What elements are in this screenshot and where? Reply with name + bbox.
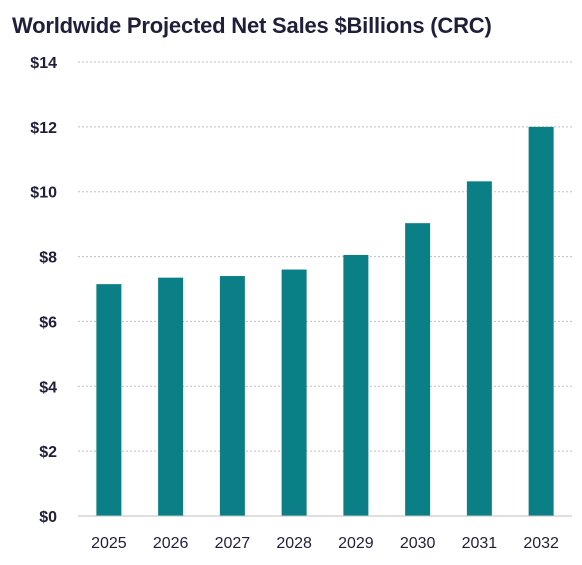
bars [96,126,554,517]
x-tick-label: 2032 [523,535,559,552]
y-tick-label: $8 [39,250,57,267]
bar [281,269,307,516]
x-tick-label: 2030 [400,535,436,552]
x-tick-label: 2025 [91,535,127,552]
bar [219,276,245,516]
chart-title: Worldwide Projected Net Sales $Billions … [12,13,492,38]
y-tick-label: $0 [39,509,57,526]
x-tick-label: 2028 [276,535,312,552]
y-tick-label: $2 [39,444,57,461]
gridlines [78,61,572,452]
bar [528,126,554,516]
y-tick-label: $14 [30,55,57,72]
y-tick-label: $12 [30,120,57,137]
x-tick-label: 2027 [215,535,251,552]
y-axis-ticks: $0 $2 $4 $6 $8 $10 $12 $14 [30,55,57,526]
bar [158,277,184,516]
bar [466,181,492,516]
y-tick-label: $4 [39,379,57,396]
y-tick-label: $10 [30,185,57,202]
bar [405,223,431,517]
x-tick-label: 2026 [153,535,189,552]
x-tick-label: 2029 [338,535,374,552]
bar [343,254,369,516]
y-tick-label: $6 [39,314,57,331]
x-axis-ticks: 2025 2026 2027 2028 2029 2030 2031 2032 [91,535,559,552]
bar [96,284,122,516]
x-tick-label: 2031 [462,535,498,552]
